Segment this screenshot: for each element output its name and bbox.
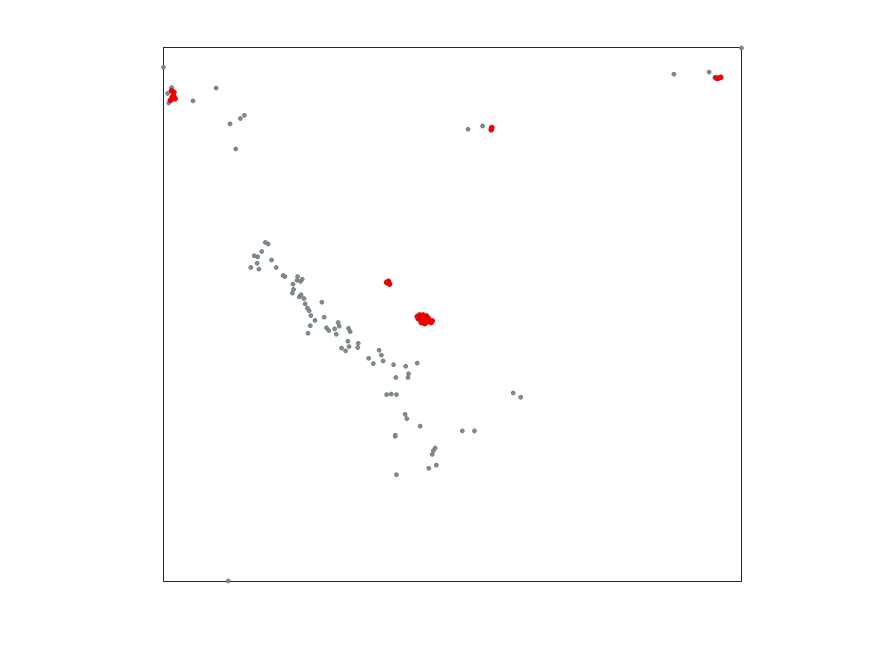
scatter-point bbox=[254, 260, 260, 266]
scatter-point bbox=[273, 265, 279, 270]
scatter-point bbox=[402, 412, 408, 417]
scatter-point bbox=[161, 64, 166, 70]
scatter-point bbox=[488, 124, 495, 131]
series-0 bbox=[161, 45, 744, 584]
scatter-point bbox=[429, 318, 436, 324]
scatter-point bbox=[394, 392, 399, 397]
scatter-point bbox=[414, 313, 421, 320]
scatter-point bbox=[403, 363, 409, 369]
scatter-point bbox=[307, 323, 313, 329]
scatter-point bbox=[706, 69, 712, 75]
scatter-point bbox=[393, 375, 399, 380]
scatter-point bbox=[190, 98, 196, 104]
scatter-point bbox=[248, 265, 254, 270]
scatter-point bbox=[717, 74, 724, 81]
scatter-point bbox=[335, 320, 341, 325]
scatter-point bbox=[383, 279, 390, 286]
scatter-point bbox=[355, 345, 361, 350]
scatter-point bbox=[432, 445, 438, 451]
scatter-point bbox=[510, 390, 516, 396]
scatter-point bbox=[518, 394, 524, 400]
scatter-point bbox=[472, 428, 477, 434]
scatter-point bbox=[167, 97, 174, 104]
scatter-point bbox=[298, 292, 304, 298]
scatter-point bbox=[405, 375, 411, 380]
scatter-point bbox=[259, 249, 265, 254]
scatter-point bbox=[305, 330, 311, 336]
scatter-point bbox=[233, 146, 239, 152]
scatter-point bbox=[420, 312, 426, 318]
scatter-point bbox=[370, 361, 376, 366]
scatter-point bbox=[459, 428, 465, 434]
scatter-point bbox=[417, 423, 423, 429]
scatter-point bbox=[424, 319, 430, 325]
scatter-point bbox=[404, 416, 410, 421]
series-1 bbox=[167, 74, 724, 327]
scatter-point bbox=[418, 319, 425, 326]
scatter-point bbox=[332, 326, 337, 332]
scatter-point bbox=[355, 340, 361, 346]
scatter-point bbox=[339, 345, 344, 351]
scatter-point bbox=[170, 92, 177, 99]
scatter-point bbox=[343, 348, 348, 354]
scatter-point bbox=[366, 355, 372, 361]
plot-area-frame bbox=[163, 47, 742, 582]
scatter-point bbox=[306, 308, 312, 314]
scatter-point bbox=[346, 344, 352, 349]
scatter-point bbox=[739, 45, 744, 51]
scatter-point bbox=[295, 274, 300, 279]
scatter-point bbox=[347, 329, 353, 334]
scatter-point bbox=[301, 296, 307, 301]
scatter-point bbox=[384, 392, 389, 397]
scatter-point bbox=[671, 71, 677, 77]
scatter-point bbox=[713, 75, 719, 81]
scatter-point bbox=[290, 281, 296, 287]
scatter-point bbox=[242, 112, 247, 118]
scatter-point bbox=[345, 338, 351, 344]
scatter-point bbox=[326, 328, 332, 333]
scatter-point bbox=[282, 274, 288, 279]
scatter-point bbox=[480, 123, 485, 129]
scatter-point bbox=[465, 126, 471, 132]
scatter-point bbox=[319, 299, 325, 305]
scatter-point bbox=[302, 301, 308, 307]
series-layer bbox=[161, 45, 744, 584]
scatter-point bbox=[433, 462, 439, 468]
scatter-point bbox=[227, 121, 233, 127]
scatter-point bbox=[380, 358, 386, 364]
scatter-point bbox=[391, 362, 396, 368]
scatter-point bbox=[312, 318, 318, 323]
scatter-point bbox=[269, 257, 274, 263]
scatter-point bbox=[414, 360, 420, 366]
scatter-point bbox=[426, 465, 432, 471]
scatter-point bbox=[388, 391, 394, 397]
scatter-point bbox=[213, 85, 219, 91]
scatter-point bbox=[321, 314, 327, 320]
scatter-point bbox=[299, 276, 305, 282]
scatter-point bbox=[290, 290, 295, 296]
scatter-point bbox=[429, 452, 435, 457]
scatter-point bbox=[376, 347, 382, 353]
scatter-point bbox=[392, 432, 398, 438]
scatter-point bbox=[256, 266, 262, 272]
scatter-point bbox=[308, 313, 314, 318]
scatter-point bbox=[265, 241, 271, 247]
scatter-point bbox=[379, 352, 384, 358]
scatter-point bbox=[238, 116, 243, 121]
scatter-point bbox=[333, 331, 339, 337]
scatter-point bbox=[225, 578, 231, 584]
scatter-point bbox=[251, 253, 257, 259]
scatter-point bbox=[165, 91, 170, 96]
scatter-point bbox=[394, 472, 399, 478]
